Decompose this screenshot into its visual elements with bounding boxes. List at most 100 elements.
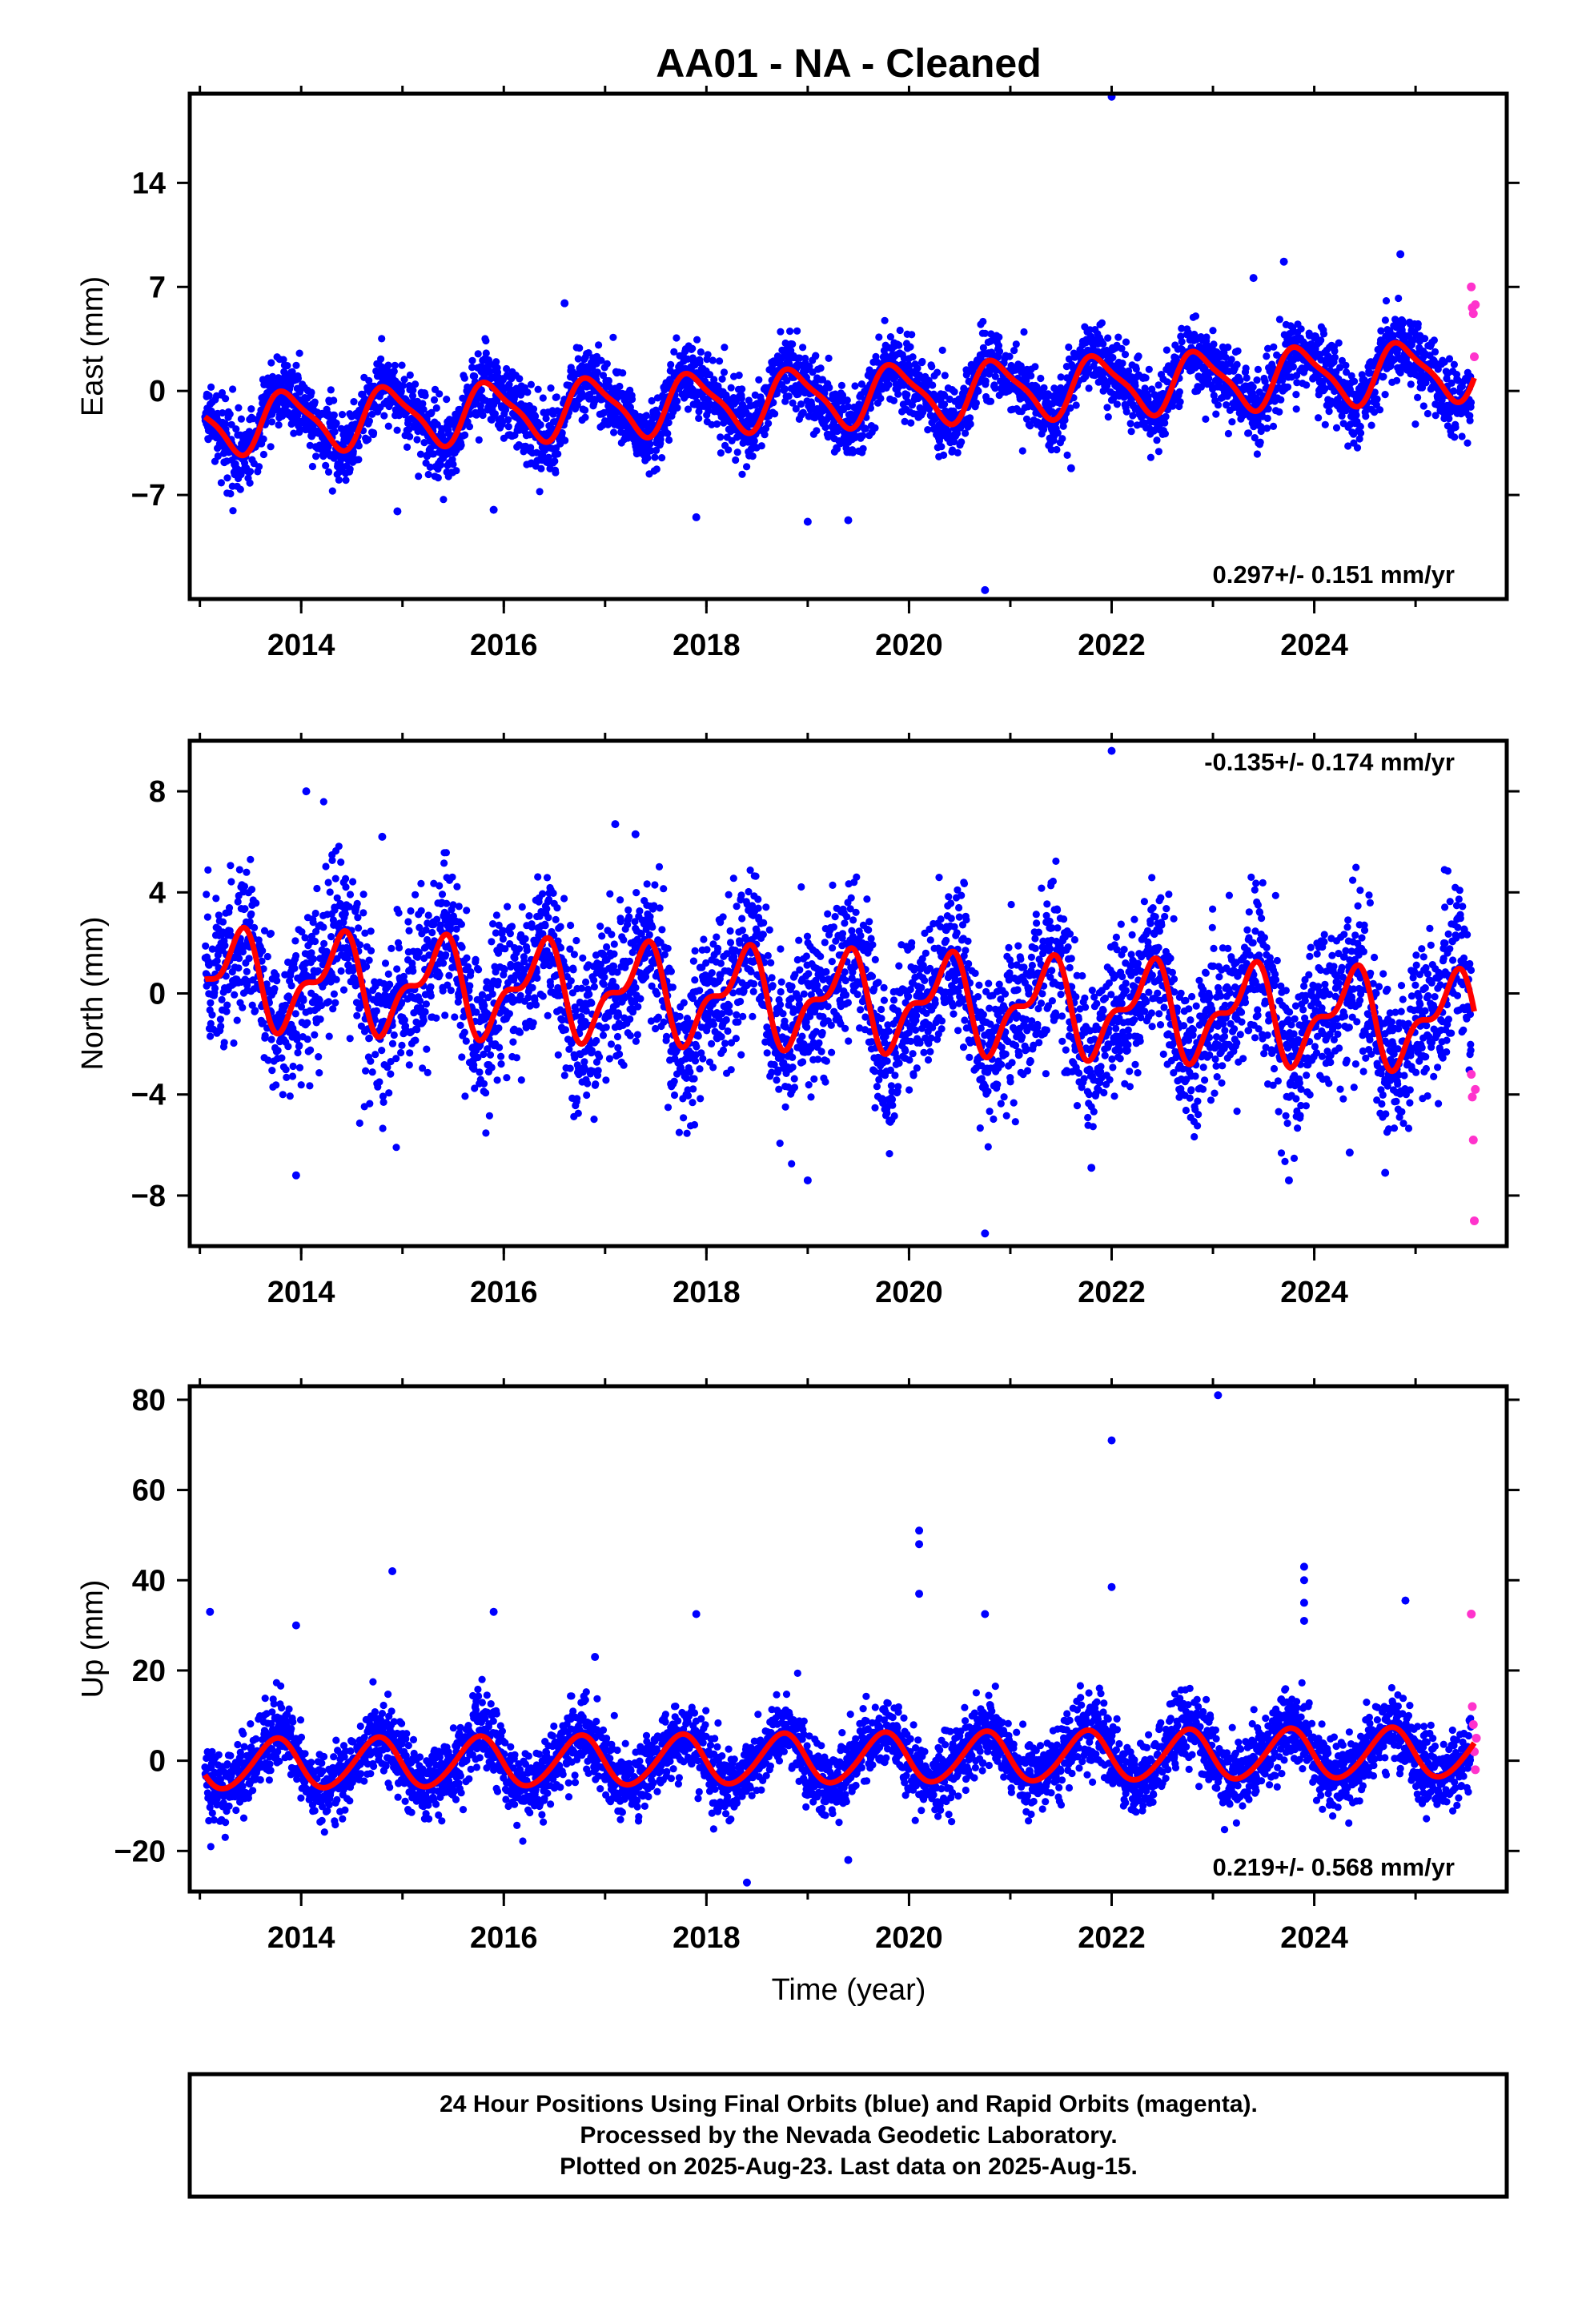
data-point <box>247 886 256 894</box>
data-point <box>938 443 946 451</box>
data-point <box>324 879 332 887</box>
data-point <box>227 489 235 498</box>
data-point <box>295 349 303 357</box>
data-point <box>1027 372 1035 380</box>
data-point <box>1317 336 1325 344</box>
data-point <box>239 1003 247 1011</box>
data-point <box>225 904 234 912</box>
data-point <box>595 341 603 349</box>
data-point <box>941 400 949 408</box>
data-point <box>212 895 220 903</box>
data-point <box>337 967 345 975</box>
data-point <box>252 899 260 907</box>
data-point <box>738 470 746 478</box>
data-point <box>1113 400 1121 408</box>
data-point <box>279 1091 287 1099</box>
data-point <box>419 400 427 408</box>
data-point <box>457 441 465 449</box>
data-point <box>392 1144 400 1152</box>
data-point <box>1203 333 1211 341</box>
data-point <box>1122 338 1130 346</box>
data-point <box>574 355 582 363</box>
data-point <box>544 453 552 461</box>
data-point <box>331 999 339 1007</box>
data-point <box>227 878 235 886</box>
data-point <box>895 341 903 349</box>
data-point <box>395 943 404 952</box>
data-point <box>1209 327 1217 335</box>
data-point <box>940 451 948 460</box>
data-point <box>405 927 413 935</box>
data-point <box>245 955 253 963</box>
data-point <box>331 428 339 436</box>
data-point <box>693 336 701 344</box>
data-point <box>849 448 857 456</box>
data-point <box>482 349 490 357</box>
data-point <box>347 431 355 440</box>
data-point <box>271 985 279 993</box>
data-point <box>477 386 486 394</box>
data-point <box>387 944 396 952</box>
data-point <box>328 856 336 864</box>
data-point <box>551 457 559 465</box>
data-point <box>259 947 267 955</box>
data-point <box>941 372 949 380</box>
data-point <box>408 392 417 400</box>
data-point <box>652 446 661 455</box>
data-point <box>1445 415 1453 423</box>
data-point <box>908 401 916 409</box>
data-point <box>337 858 345 866</box>
data-point <box>581 406 589 414</box>
data-point <box>362 1067 370 1075</box>
data-point <box>381 959 390 967</box>
data-point <box>420 439 428 447</box>
data-point <box>390 1031 398 1039</box>
data-point <box>534 385 542 393</box>
data-point <box>765 420 773 428</box>
outlier-point <box>844 516 853 525</box>
data-point <box>950 388 958 396</box>
data-point <box>255 463 263 471</box>
data-point <box>704 351 712 359</box>
data-point <box>1191 312 1200 320</box>
data-point <box>837 440 845 448</box>
data-point <box>432 404 440 412</box>
data-point <box>292 361 300 369</box>
data-point <box>379 1098 387 1106</box>
data-point <box>958 438 966 446</box>
data-point <box>991 384 999 392</box>
data-point <box>953 429 962 437</box>
data-point <box>732 398 741 406</box>
data-point <box>837 381 845 389</box>
data-point <box>202 942 210 950</box>
data-point <box>903 391 911 399</box>
data-point <box>409 386 417 394</box>
data-point <box>1430 336 1438 344</box>
data-point <box>709 356 717 364</box>
data-point <box>214 452 222 460</box>
data-point <box>407 907 415 915</box>
data-point <box>705 371 714 379</box>
data-point <box>781 385 789 393</box>
data-point <box>328 487 336 495</box>
data-point <box>1104 334 1112 342</box>
data-point <box>1352 411 1360 420</box>
data-point <box>278 1054 286 1062</box>
data-point <box>219 918 227 926</box>
data-point <box>750 436 758 445</box>
data-point <box>757 442 765 450</box>
data-point <box>609 333 617 341</box>
data-point <box>1331 353 1339 361</box>
data-point <box>267 443 275 451</box>
data-point <box>859 432 867 440</box>
final-orbit-points <box>201 94 1480 594</box>
data-point <box>443 396 451 404</box>
data-point <box>808 404 816 412</box>
data-point <box>420 1016 428 1024</box>
data-point <box>1122 408 1130 416</box>
data-point <box>1227 356 1235 364</box>
data-point <box>379 1124 387 1132</box>
data-point <box>249 415 257 423</box>
data-point <box>1419 402 1427 410</box>
data-point <box>295 1063 304 1072</box>
